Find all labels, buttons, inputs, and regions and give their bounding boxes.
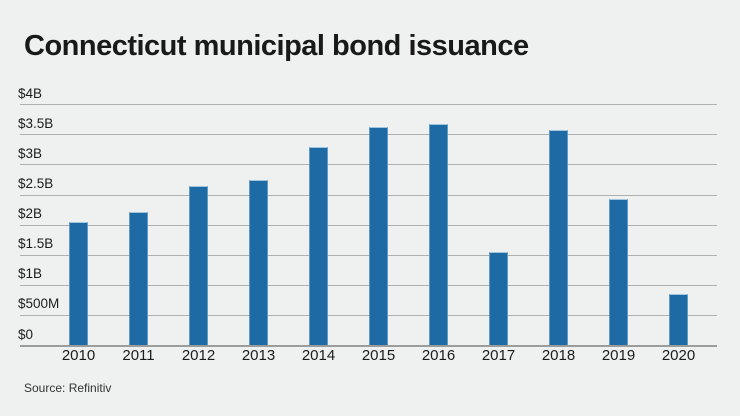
x-tick-label-2018: 2018 <box>541 347 576 364</box>
gridline <box>20 104 717 106</box>
y-tick-label: $500M <box>18 296 60 312</box>
gridline <box>20 134 717 136</box>
gridline <box>20 314 717 316</box>
x-tick-label-2019: 2019 <box>601 347 636 364</box>
gridline <box>20 224 717 226</box>
bar-2011 <box>129 211 148 346</box>
bar-2020 <box>669 294 688 346</box>
bar-2019 <box>609 199 628 346</box>
y-tick-label: $0 <box>18 326 34 342</box>
x-tick-label-2010: 2010 <box>61 347 96 364</box>
x-axis-baseline <box>20 344 717 347</box>
x-tick-label-2017: 2017 <box>481 347 516 364</box>
y-tick-label: $4B <box>18 85 43 101</box>
bar-2016 <box>429 123 448 346</box>
gridline <box>20 254 717 256</box>
chart-title: Connecticut municipal bond issuance <box>24 30 529 62</box>
x-tick-label-2016: 2016 <box>421 347 456 364</box>
x-tick-label-2013: 2013 <box>241 347 276 364</box>
bar-2010 <box>69 222 88 346</box>
bar-2013 <box>249 179 268 346</box>
x-tick-label-2014: 2014 <box>301 347 336 364</box>
gridline <box>20 194 717 196</box>
bar-2017 <box>489 252 508 346</box>
y-tick-label: $2B <box>18 206 43 222</box>
x-tick-label-2012: 2012 <box>181 347 216 364</box>
source-attribution: Source: Refinitiv <box>24 381 112 395</box>
y-tick-label: $3.5B <box>18 115 54 131</box>
x-tick-label-2020: 2020 <box>661 347 696 364</box>
bar-2014 <box>309 146 328 346</box>
y-tick-label: $2.5B <box>18 176 54 191</box>
bar-2018 <box>549 129 568 346</box>
y-tick-label: $1B <box>18 266 43 282</box>
x-tick-label-2011: 2011 <box>122 347 155 364</box>
y-tick-label: $1.5B <box>18 236 54 252</box>
y-tick-label: $3B <box>18 145 43 161</box>
bar-2015 <box>369 126 388 346</box>
x-tick-label-2015: 2015 <box>361 347 396 364</box>
gridline <box>20 164 717 166</box>
bar-2012 <box>189 185 208 346</box>
gridline <box>20 284 717 286</box>
